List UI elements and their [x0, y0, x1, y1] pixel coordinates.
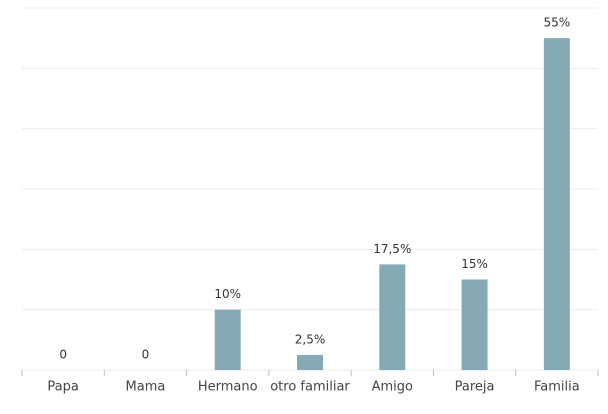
x-tick-label: Pareja: [455, 380, 495, 395]
x-tick-label: Mama: [126, 380, 166, 395]
x-tick-label: Familia: [534, 380, 580, 395]
bar: [379, 264, 406, 370]
bar: [543, 38, 570, 371]
value-label: 2,5%: [295, 332, 326, 346]
value-label: 55%: [544, 16, 571, 30]
bar: [297, 354, 323, 370]
value-label: 10%: [214, 287, 241, 301]
x-tick-label: otro familiar: [270, 380, 350, 395]
bar: [214, 309, 241, 370]
x-tick-label: Hermano: [198, 380, 258, 395]
x-tick-label: Amigo: [372, 380, 413, 395]
bar: [461, 279, 488, 370]
value-label: 0: [142, 348, 150, 362]
value-label: 0: [59, 348, 67, 362]
x-tick-label: Papa: [47, 380, 78, 395]
value-label: 15%: [461, 257, 488, 271]
value-label: 17,5%: [373, 242, 411, 256]
